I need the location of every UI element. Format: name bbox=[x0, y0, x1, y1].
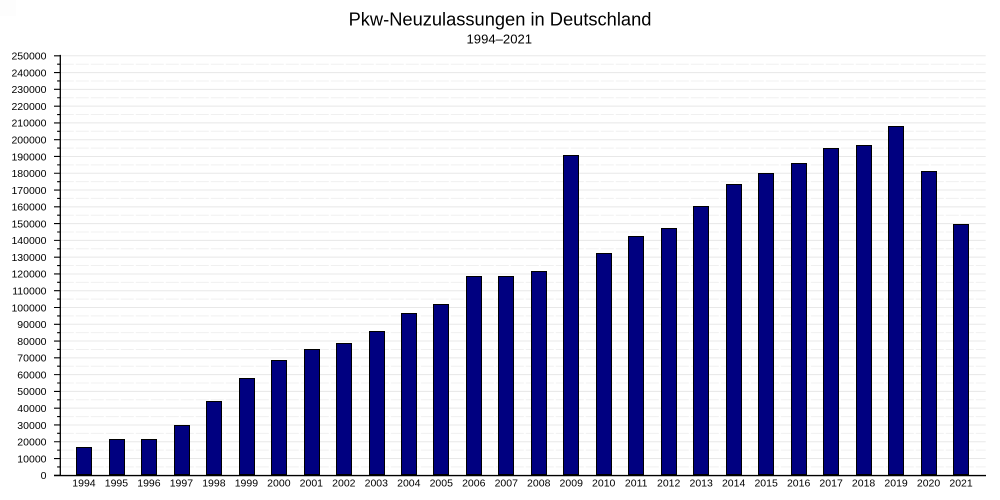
svg-text:2019: 2019 bbox=[884, 478, 908, 490]
svg-text:2006: 2006 bbox=[462, 478, 486, 490]
svg-text:2001: 2001 bbox=[300, 478, 324, 490]
svg-text:240000: 240000 bbox=[11, 67, 46, 79]
svg-text:120000: 120000 bbox=[11, 269, 46, 281]
svg-text:2010: 2010 bbox=[592, 478, 616, 490]
svg-text:2007: 2007 bbox=[495, 478, 519, 490]
svg-text:1994: 1994 bbox=[72, 478, 96, 490]
svg-text:Pkw-Neuzulassungen in Deutschl: Pkw-Neuzulassungen in Deutschland bbox=[349, 8, 652, 29]
svg-text:110000: 110000 bbox=[12, 286, 46, 298]
svg-text:100000: 100000 bbox=[11, 302, 46, 314]
svg-text:200000: 200000 bbox=[11, 135, 46, 147]
svg-text:1995: 1995 bbox=[105, 478, 129, 490]
svg-text:2011: 2011 bbox=[625, 478, 648, 490]
svg-text:2018: 2018 bbox=[852, 478, 876, 490]
svg-text:70000: 70000 bbox=[17, 353, 46, 365]
svg-text:180000: 180000 bbox=[11, 168, 46, 180]
svg-text:10000: 10000 bbox=[17, 453, 46, 465]
svg-text:20000: 20000 bbox=[17, 437, 46, 449]
svg-text:150000: 150000 bbox=[11, 218, 46, 230]
svg-text:2021: 2021 bbox=[949, 478, 973, 490]
svg-text:2012: 2012 bbox=[657, 478, 681, 490]
svg-text:1996: 1996 bbox=[137, 478, 161, 490]
svg-text:40000: 40000 bbox=[17, 403, 46, 415]
svg-text:30000: 30000 bbox=[17, 420, 46, 432]
svg-text:170000: 170000 bbox=[11, 185, 46, 197]
svg-text:2013: 2013 bbox=[689, 478, 713, 490]
svg-text:60000: 60000 bbox=[17, 369, 46, 381]
svg-text:2009: 2009 bbox=[560, 478, 584, 490]
svg-text:1999: 1999 bbox=[235, 478, 259, 490]
svg-text:2005: 2005 bbox=[430, 478, 454, 490]
svg-text:2017: 2017 bbox=[819, 478, 843, 490]
svg-text:1994–2021: 1994–2021 bbox=[467, 31, 533, 46]
svg-text:210000: 210000 bbox=[11, 118, 46, 130]
svg-text:140000: 140000 bbox=[11, 235, 46, 247]
svg-text:2015: 2015 bbox=[754, 478, 778, 490]
svg-text:220000: 220000 bbox=[11, 101, 46, 113]
svg-text:80000: 80000 bbox=[17, 336, 46, 348]
svg-text:50000: 50000 bbox=[17, 386, 46, 398]
svg-text:1997: 1997 bbox=[170, 478, 194, 490]
svg-text:2003: 2003 bbox=[365, 478, 389, 490]
svg-text:190000: 190000 bbox=[11, 151, 46, 163]
svg-text:160000: 160000 bbox=[11, 202, 46, 214]
svg-text:2008: 2008 bbox=[527, 478, 551, 490]
svg-text:2002: 2002 bbox=[332, 478, 356, 490]
svg-text:1998: 1998 bbox=[202, 478, 226, 490]
svg-text:2020: 2020 bbox=[917, 478, 941, 490]
svg-text:2004: 2004 bbox=[397, 478, 421, 490]
svg-text:0: 0 bbox=[41, 470, 47, 482]
svg-text:2016: 2016 bbox=[787, 478, 811, 490]
svg-text:2014: 2014 bbox=[722, 478, 746, 490]
svg-text:230000: 230000 bbox=[11, 84, 46, 96]
svg-text:250000: 250000 bbox=[11, 51, 46, 63]
svg-text:130000: 130000 bbox=[11, 252, 46, 264]
svg-text:90000: 90000 bbox=[17, 319, 46, 331]
svg-text:2000: 2000 bbox=[267, 478, 291, 490]
